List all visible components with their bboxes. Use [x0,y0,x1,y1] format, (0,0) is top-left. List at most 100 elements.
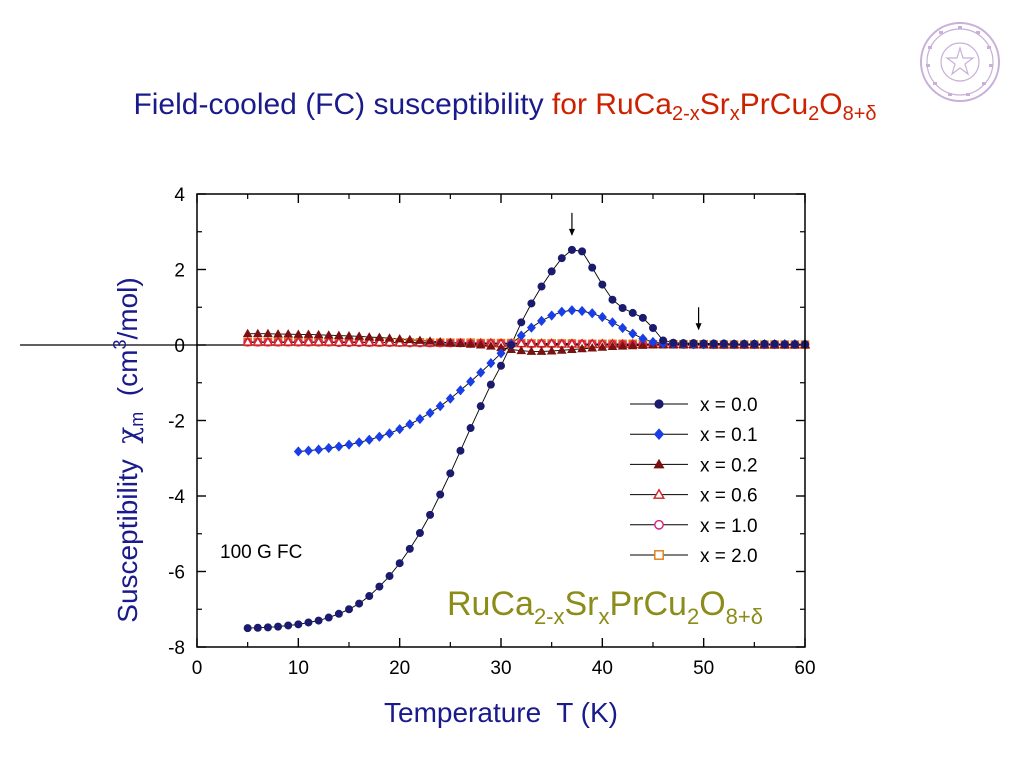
formula-part: Sr [565,585,599,623]
data-point [659,336,668,345]
data-point [679,339,688,348]
legend-label: x = 0.0 [700,395,758,416]
data-point [354,331,364,340]
x-tick-label: 10 [288,658,309,679]
axis-ticks: 0 10 20 30 40 50 60 -8 -6 -4 -2 0 2 4 [168,185,815,679]
data-point [608,295,617,304]
data-point [252,328,263,338]
data-point [395,424,405,435]
data-point [790,340,799,349]
formula-part: RuCa [595,88,672,121]
data-point [375,582,384,591]
legend: x = 0.0 x = 0.1 x = 0.2 x = 0.6 x = 1.0 x = 2… [630,395,758,567]
legend-entry: x = 0.6 [630,486,758,507]
data-point [567,344,577,353]
field-annotation: 100 G FC [220,542,302,563]
data-point [252,336,264,346]
formula-part: 8+δ [726,604,763,629]
data-point [344,439,354,450]
data-point [638,333,648,344]
data-point [669,338,678,347]
data-point [760,339,769,348]
y-tick-label: 0 [174,336,185,357]
data-point [730,339,739,348]
data-point [435,337,446,346]
data-point [374,336,385,347]
x-tick-label: 50 [693,658,714,679]
data-point [466,376,476,387]
legend-entry: x = 1.0 [630,516,758,537]
data-point [597,311,607,323]
data-point [293,329,304,338]
data-point [384,333,395,342]
data-point [293,446,303,457]
y-axis-label-part: 3 [110,340,130,350]
data-point [446,469,455,478]
data-point [365,592,374,601]
data-point [648,336,658,348]
legend-label: x = 1.0 [700,516,758,537]
data-point [607,317,617,328]
y-tick-label: -6 [168,563,185,584]
data-point [517,318,526,327]
data-point [435,401,445,412]
data-point [486,341,496,350]
data-point [546,346,557,355]
data-point [282,336,294,346]
data-point [547,310,557,321]
formula-part: PrCu [739,88,809,121]
legend-marker [654,519,664,530]
data-point [465,339,476,348]
plot-frame [196,193,806,648]
y-tick-label: 4 [174,185,185,206]
data-point [314,616,323,625]
data-point [475,340,486,349]
data-point [405,419,415,430]
y-axis-label: Susceptibility χm (cm3/mol) [110,277,147,622]
data-point [507,340,516,349]
data-point [303,336,314,346]
data-point [476,402,485,411]
data-point [638,340,648,349]
data-point [294,620,303,629]
data-point [556,345,567,354]
data-point [628,328,638,339]
data-point [627,340,638,350]
legend-marker [652,488,666,499]
data-point [385,572,394,581]
data-point [516,330,526,341]
x-tick-label: 60 [794,658,815,679]
data-point [395,559,404,568]
data-point [344,330,354,340]
legend-label: x = 0.6 [700,486,758,507]
data-point [526,346,537,355]
legend-entry: x = 2.0 [630,546,758,567]
data-point [628,308,637,317]
x-tick-label: 20 [389,658,410,679]
arrow-head [568,228,575,236]
formula-part: x [599,604,610,629]
data-point [597,342,608,351]
data-point [486,380,495,389]
x-tick-label: 0 [192,658,203,679]
data-point [253,623,262,632]
data-point [526,322,536,333]
data-point [445,337,456,347]
y-axis-label-part: Susceptibility [112,444,143,623]
data-point [537,315,547,326]
data-point [385,428,395,439]
data-point [374,332,385,341]
formula-part: O [699,585,725,623]
legend-marker [654,550,664,560]
y-tick-label: -4 [168,487,185,508]
data-point [364,332,375,341]
data-point [587,343,598,352]
formula-part: O [819,88,843,121]
data-point [516,345,527,355]
data-point [466,424,475,433]
data-point [780,340,789,349]
formula-label: RuCa2-xSrxPrCu2O8+δ [447,585,763,629]
formula-part: Sr [699,88,730,121]
data-point [344,605,353,614]
data-point [354,437,364,448]
